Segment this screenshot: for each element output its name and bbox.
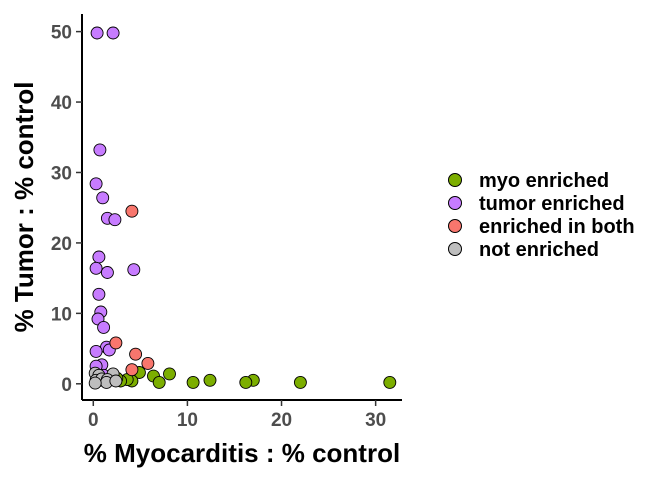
legend-key-not-enriched — [448, 242, 462, 256]
x-tick-label-20: 20 — [271, 410, 292, 431]
legend-key-tumor-enriched — [448, 196, 462, 210]
y-tick-label-40: 40 — [51, 93, 72, 114]
data-point-tumor-enriched-17 — [89, 344, 103, 358]
x-axis-title: % Myocarditis : % control — [84, 438, 400, 468]
legend-key-myo-enriched — [448, 173, 462, 187]
legend-key-enriched-in-both — [448, 219, 462, 233]
data-point-tumor-enriched-14 — [97, 320, 111, 334]
legend-label-tumor-enriched: tumor enriched — [479, 193, 625, 215]
x-tick-label-10: 10 — [177, 410, 198, 431]
data-point-myo-enriched-1 — [293, 375, 307, 389]
y-axis-title: % Tumor : % control — [9, 82, 39, 333]
y-tick-label-0: 0 — [61, 375, 72, 396]
data-point-myo-enriched-0 — [383, 375, 397, 389]
data-point-myo-enriched-6 — [163, 367, 176, 381]
data-point-tumor-enriched-9 — [100, 266, 114, 279]
ticks-layer: 0 10 20 30 0 10 20 30 40 50 — [51, 23, 386, 431]
data-point-not-enriched-7 — [88, 376, 102, 390]
data-point-myo-enriched-3 — [239, 375, 253, 389]
legend-label-myo-enriched: myo enriched — [479, 170, 609, 192]
data-point-enriched-in-both-0 — [125, 204, 139, 218]
x-tick-label-0: 0 — [88, 410, 99, 431]
x-tick-label-30: 30 — [365, 410, 386, 431]
data-point-tumor-enriched-3 — [89, 177, 103, 191]
data-point-myo-enriched-8 — [152, 375, 166, 389]
data-point-tumor-enriched-11 — [92, 287, 106, 301]
data-point-myo-enriched-5 — [186, 375, 200, 389]
y-tick-label-30: 30 — [51, 163, 72, 184]
data-point-enriched-in-both-2 — [129, 347, 143, 361]
data-point-enriched-in-both-4 — [125, 363, 139, 377]
data-point-tumor-enriched-6 — [108, 213, 122, 227]
data-point-tumor-enriched-2 — [93, 143, 107, 157]
data-point-not-enriched-8 — [109, 374, 123, 388]
data-point-tumor-enriched-8 — [89, 261, 103, 275]
legend-label-not-enriched: not enriched — [479, 239, 599, 261]
data-point-enriched-in-both-1 — [109, 336, 123, 350]
legend-label-enriched-in-both: enriched in both — [479, 216, 635, 238]
data-point-tumor-enriched-4 — [96, 191, 110, 205]
data-point-tumor-enriched-0 — [90, 26, 104, 40]
data-point-tumor-enriched-10 — [127, 263, 141, 277]
y-tick-label-10: 10 — [51, 304, 72, 325]
data-point-enriched-in-both-3 — [141, 356, 155, 370]
points-layer — [88, 26, 397, 390]
y-tick-label-20: 20 — [51, 234, 72, 255]
data-point-tumor-enriched-1 — [106, 26, 120, 40]
y-tick-label-50: 50 — [51, 23, 72, 44]
data-point-myo-enriched-4 — [203, 373, 217, 387]
data-point-tumor-enriched-7 — [92, 250, 106, 264]
